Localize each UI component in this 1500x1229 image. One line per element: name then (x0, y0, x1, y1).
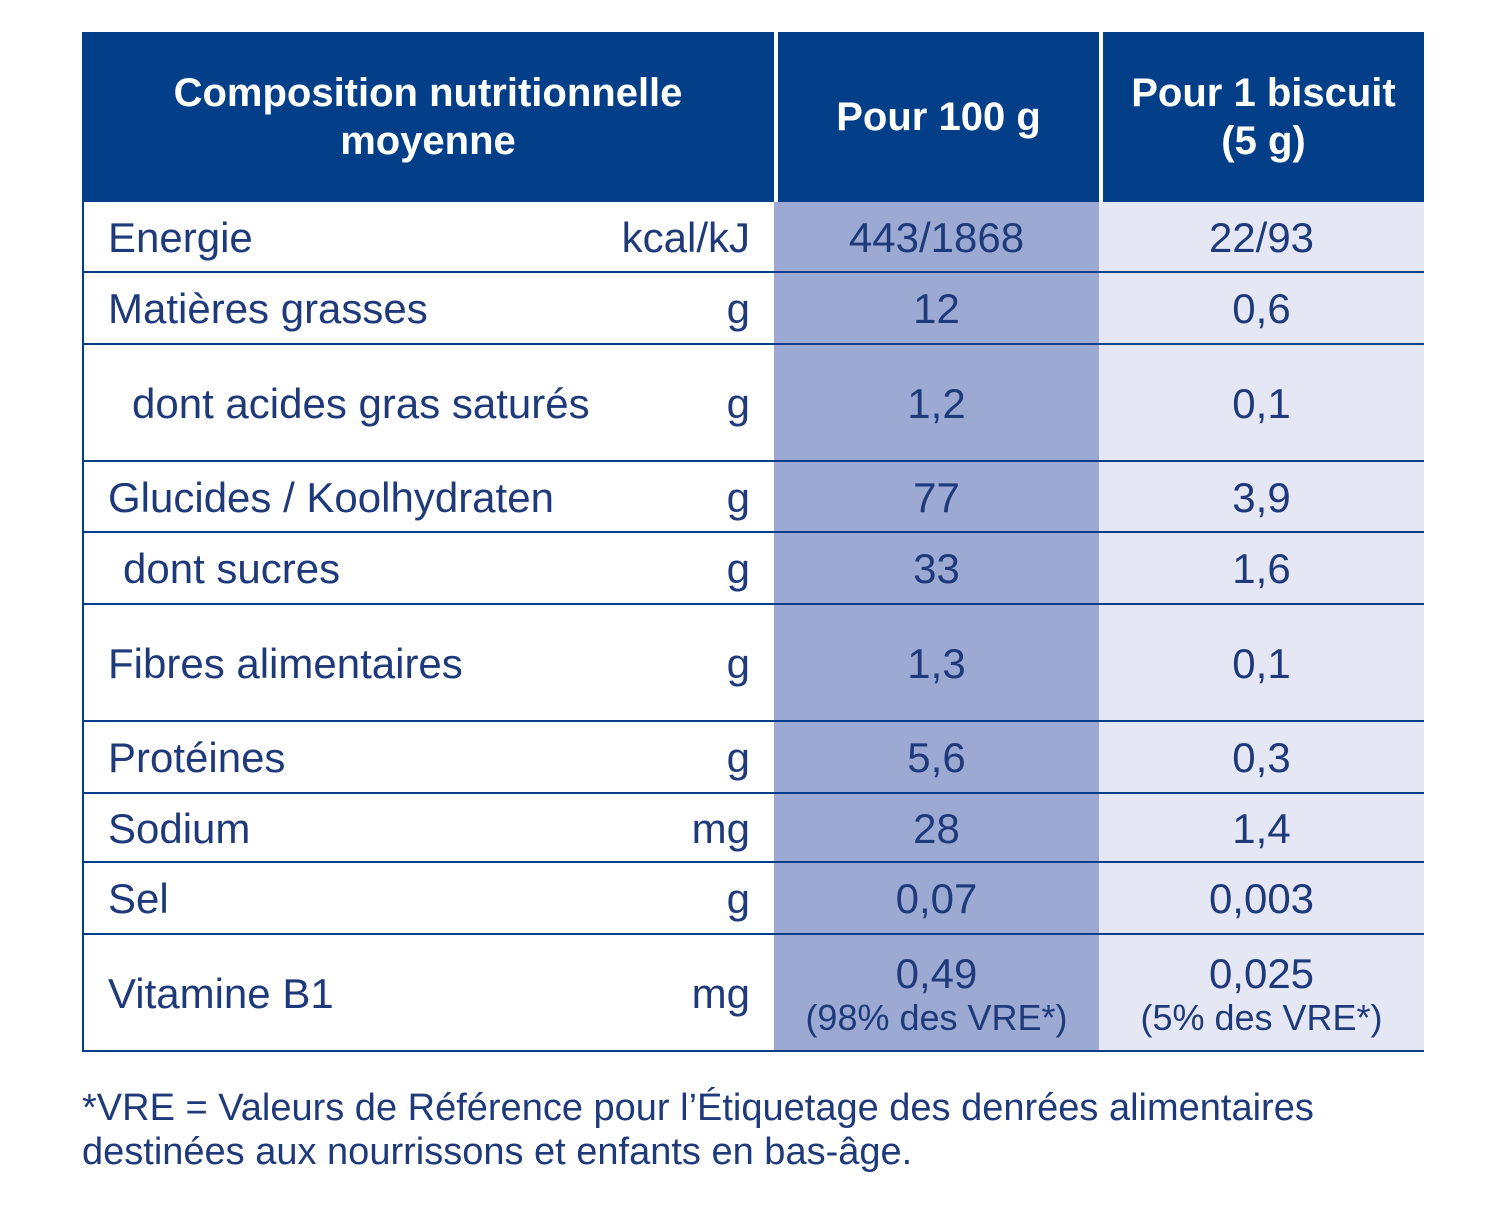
row-value-per-100g: 0,07 (774, 863, 1099, 935)
row-name-cell: Matières grasses g (82, 273, 774, 345)
per100-value: 12 (913, 285, 960, 332)
row-label: Sel (108, 875, 169, 922)
per100-value: 77 (913, 473, 960, 521)
footnote-line1: *VRE = Valeurs de Référence pour l’Étiqu… (82, 1087, 1314, 1129)
row-value-per-100g: 0,49 (98% des VRE*) (774, 935, 1099, 1052)
per-biscuit-value: 3,9 (1232, 473, 1291, 521)
per100-value: 28 (913, 804, 960, 852)
row-unit: kcal/kJ (621, 213, 750, 261)
row-label: Fibres alimentaires (108, 639, 463, 687)
row-label: Sodium (108, 804, 251, 852)
row-value-per-biscuit: 22/93 (1099, 202, 1424, 273)
per100-vre-note: (98% des VRE*) (805, 996, 1068, 1038)
per100-value: 5,6 (907, 734, 966, 781)
per-biscuit-value: 0,1 (1232, 379, 1291, 427)
row-unit: mg (691, 969, 750, 1017)
table-row: dont acides gras saturés g 1,2 0,1 (82, 345, 1424, 462)
table-row: Fibres alimentaires g 1,3 0,1 (82, 605, 1424, 722)
row-unit: g (726, 734, 750, 781)
table-row: Sodium mg 28 1,4 (82, 794, 1424, 863)
header-composition-line2: moyenne (340, 119, 516, 163)
nutrition-table: Composition nutritionnelle moyenne Pour … (82, 32, 1424, 1052)
row-name-cell: Protéines g (82, 722, 774, 794)
row-label: Glucides / Koolhydraten (108, 473, 554, 521)
row-label: dont acides gras saturés (132, 379, 590, 427)
row-value-per-biscuit: 0,1 (1099, 605, 1424, 722)
per-biscuit-value: 1,4 (1232, 804, 1291, 852)
row-label: Vitamine B1 (108, 969, 334, 1017)
per100-value: 1,2 (907, 379, 966, 427)
per-biscuit-value: 0,3 (1232, 734, 1291, 781)
row-unit: g (726, 545, 750, 592)
row-unit: g (726, 639, 750, 687)
row-value-per-biscuit: 0,1 (1099, 345, 1424, 462)
row-label: Matières grasses (108, 285, 428, 332)
table-header: Composition nutritionnelle moyenne Pour … (82, 32, 1424, 202)
header-per-biscuit-line1: Pour 1 biscuit (1131, 71, 1396, 115)
row-value-per-100g: 12 (774, 273, 1099, 345)
table-row: Energie kcal/kJ 443/1868 22/93 (82, 202, 1424, 273)
per-biscuit-value: 1,6 (1232, 545, 1291, 592)
row-name-cell: dont acides gras saturés g (82, 345, 774, 462)
row-value-per-biscuit: 3,9 (1099, 462, 1424, 533)
header-per-100g-label: Pour 100 g (836, 95, 1041, 139)
table-row: Protéines g 5,6 0,3 (82, 722, 1424, 794)
row-value-per-biscuit: 0,025 (5% des VRE*) (1099, 935, 1424, 1052)
row-name-cell: Glucides / Koolhydraten g (82, 462, 774, 533)
row-label: Protéines (108, 734, 286, 781)
row-name-cell: Sodium mg (82, 794, 774, 863)
per-biscuit-value: 0,025 (1208, 949, 1315, 997)
row-name-cell: Vitamine B1 mg (82, 935, 774, 1052)
row-value-per-100g: 5,6 (774, 722, 1099, 794)
per100-value: 1,3 (907, 639, 966, 687)
row-unit: g (726, 285, 750, 332)
table-row: dont sucres g 33 1,6 (82, 533, 1424, 605)
row-unit: g (726, 379, 750, 427)
header-composition: Composition nutritionnelle moyenne (82, 32, 774, 202)
row-label: dont sucres (123, 545, 341, 592)
row-value-per-biscuit: 0,6 (1099, 273, 1424, 345)
per100-value: 0,49 (895, 949, 978, 997)
per-biscuit-value: 22/93 (1208, 213, 1315, 261)
row-value-per-biscuit: 1,6 (1099, 533, 1424, 605)
footnote: *VRE = Valeurs de Référence pour l’Étiqu… (82, 1086, 1442, 1174)
row-unit: g (726, 875, 750, 922)
header-per-biscuit: Pour 1 biscuit (5 g) (1103, 32, 1424, 202)
per100-value: 0,07 (895, 875, 978, 922)
per100-value: 443/1868 (848, 213, 1025, 261)
row-value-per-biscuit: 0,3 (1099, 722, 1424, 794)
row-value-per-biscuit: 1,4 (1099, 794, 1424, 863)
table-row: Matières grasses g 12 0,6 (82, 273, 1424, 345)
row-name-cell: Sel g (82, 863, 774, 935)
row-unit: g (726, 473, 750, 521)
per100-value: 33 (913, 545, 960, 592)
row-value-per-100g: 77 (774, 462, 1099, 533)
row-name-cell: dont sucres g (82, 533, 774, 605)
row-value-per-100g: 1,2 (774, 345, 1099, 462)
header-per-biscuit-line2: (5 g) (1221, 119, 1306, 163)
row-value-per-100g: 1,3 (774, 605, 1099, 722)
row-name-cell: Energie kcal/kJ (82, 202, 774, 273)
row-value-per-biscuit: 0,003 (1099, 863, 1424, 935)
row-value-per-100g: 33 (774, 533, 1099, 605)
row-label: Energie (108, 213, 253, 261)
per-biscuit-value: 0,003 (1208, 875, 1315, 922)
row-name-cell: Fibres alimentaires g (82, 605, 774, 722)
table-row: Vitamine B1 mg 0,49 (98% des VRE*) 0,025… (82, 935, 1424, 1052)
table-row: Glucides / Koolhydraten g 77 3,9 (82, 462, 1424, 533)
per-biscuit-value: 0,6 (1232, 285, 1291, 332)
row-unit: mg (691, 804, 750, 852)
footnote-line2: destinées aux nourrissons et enfants en … (82, 1131, 913, 1173)
row-value-per-100g: 443/1868 (774, 202, 1099, 273)
header-per-100g: Pour 100 g (778, 32, 1099, 202)
per-biscuit-vre-note: (5% des VRE*) (1140, 996, 1383, 1038)
header-composition-line1: Composition nutritionnelle (173, 71, 683, 115)
per-biscuit-value: 0,1 (1232, 639, 1291, 687)
row-value-per-100g: 28 (774, 794, 1099, 863)
table-row: Sel g 0,07 0,003 (82, 863, 1424, 935)
